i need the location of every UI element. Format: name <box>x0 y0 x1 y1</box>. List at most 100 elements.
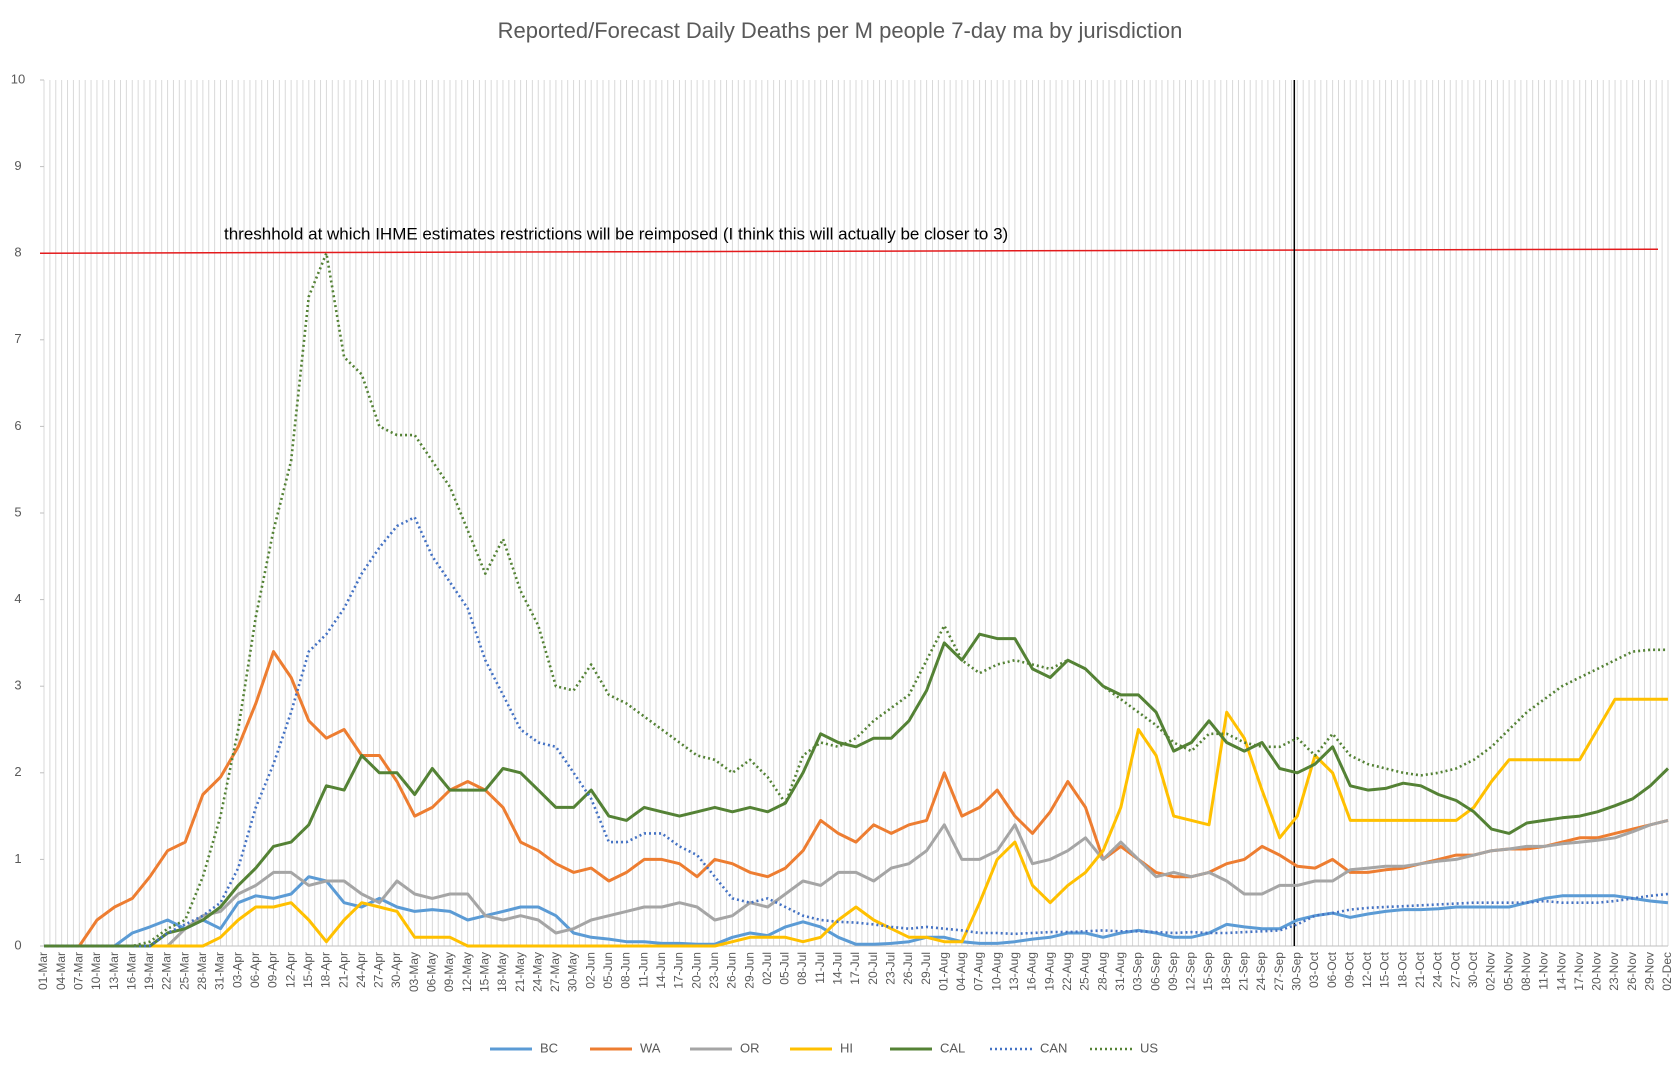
x-tick-label: 13-Mar <box>107 952 121 990</box>
series-line <box>44 251 1668 948</box>
x-tick-label: 10-Aug <box>989 952 1003 991</box>
x-tick-label: 02-Nov <box>1484 952 1498 991</box>
x-tick-label: 27-Oct <box>1448 951 1462 988</box>
x-tick-label: 14-Nov <box>1554 952 1568 991</box>
x-tick-label: 29-Nov <box>1643 952 1657 991</box>
x-tick-label: 20-Nov <box>1590 952 1604 991</box>
x-tick-label: 09-May <box>442 952 456 992</box>
legend-item: US <box>1090 1040 1158 1055</box>
x-tick-label: 30-May <box>566 952 580 992</box>
series-line <box>44 818 1669 948</box>
x-tick-label: 03-Apr <box>230 952 244 988</box>
x-tick-label: 28-Mar <box>195 952 209 990</box>
x-tick-label: 27-Sep <box>1272 952 1286 991</box>
x-tick-label: 20-Jul <box>866 952 880 985</box>
legend-label: WA <box>640 1040 661 1055</box>
x-tick-label: 29-Jul <box>919 952 933 985</box>
series-line <box>44 632 1670 948</box>
x-tick-label: 27-Apr <box>372 952 386 988</box>
x-tick-label: 23-Jul <box>883 952 897 985</box>
x-tick-label: 18-May <box>495 952 509 992</box>
legend-label: HI <box>840 1040 853 1055</box>
y-tick-label: 1 <box>14 851 21 866</box>
x-tick-label: 26-Nov <box>1625 952 1639 991</box>
x-tick-label: 18-Apr <box>319 952 333 988</box>
x-tick-label: 03-May <box>407 952 421 992</box>
x-tick-label: 05-Jul <box>778 952 792 985</box>
x-tick-label: 17-Nov <box>1572 952 1586 991</box>
x-tick-label: 31-Aug <box>1113 952 1127 991</box>
x-tick-label: 08-Jun <box>619 952 633 989</box>
x-tick-label: 15-Sep <box>1201 952 1215 991</box>
x-tick-label: 09-Oct <box>1342 951 1356 988</box>
x-tick-label: 12-Sep <box>1184 952 1198 991</box>
legend-label: OR <box>740 1040 760 1055</box>
x-tick-label: 07-Mar <box>71 952 85 990</box>
legend-item: HI <box>790 1040 853 1055</box>
x-tick-label: 18-Sep <box>1219 952 1233 991</box>
x-tick-label: 02-Dec <box>1660 952 1674 991</box>
x-tick-label: 16-Mar <box>124 952 138 990</box>
legend-label: CAL <box>940 1040 965 1055</box>
x-tick-label: 12-Apr <box>283 952 297 988</box>
x-tick-label: 06-May <box>425 952 439 992</box>
y-tick-label: 3 <box>14 678 21 693</box>
x-tick-label: 06-Oct <box>1325 951 1339 988</box>
y-tick-label: 9 <box>14 158 21 173</box>
x-tick-label: 11-Nov <box>1537 952 1551 990</box>
y-tick-label: 5 <box>14 504 21 519</box>
x-tick-label: 09-Apr <box>266 952 280 988</box>
y-tick-label: 4 <box>14 591 21 606</box>
x-tick-label: 04-Mar <box>54 952 68 990</box>
x-tick-label: 26-Jun <box>725 952 739 989</box>
x-tick-label: 09-Sep <box>1166 952 1180 991</box>
x-tick-label: 02-Jun <box>583 952 597 989</box>
x-tick-label: 14-Jul <box>831 952 845 985</box>
x-tick-label: 21-Oct <box>1413 951 1427 988</box>
reference-line <box>39 248 1659 254</box>
x-tick-label: 24-Oct <box>1431 951 1445 988</box>
y-tick-label: 7 <box>14 331 21 346</box>
x-tick-label: 19-Mar <box>142 952 156 990</box>
x-tick-label: 06-Sep <box>1148 952 1162 991</box>
x-tick-label: 07-Aug <box>972 952 986 991</box>
x-tick-label: 24-Sep <box>1254 952 1268 991</box>
x-tick-label: 12-May <box>460 952 474 992</box>
x-tick-label: 17-Jun <box>672 952 686 989</box>
x-tick-label: 18-Oct <box>1395 951 1409 988</box>
legend-item: BC <box>490 1040 558 1055</box>
series-line <box>44 875 1669 948</box>
series-line <box>44 697 1668 948</box>
x-tick-label: 30-Sep <box>1289 952 1303 991</box>
x-tick-label: 03-Oct <box>1307 951 1321 988</box>
x-tick-label: 21-Sep <box>1237 952 1251 991</box>
legend-item: WA <box>590 1040 661 1055</box>
x-tick-label: 15-Oct <box>1378 951 1392 988</box>
x-tick-label: 12-Oct <box>1360 951 1374 988</box>
legend-item: CAN <box>990 1040 1067 1055</box>
x-tick-label: 24-May <box>530 952 544 992</box>
x-tick-label: 25-Aug <box>1078 952 1092 991</box>
y-tick-label: 8 <box>14 245 21 260</box>
x-tick-label: 29-Jun <box>742 952 756 989</box>
x-tick-label: 28-Aug <box>1095 952 1109 991</box>
series-line <box>44 650 1669 948</box>
y-tick-label: 6 <box>14 418 21 433</box>
y-tick-label: 2 <box>14 764 21 779</box>
legend-label: US <box>1140 1040 1158 1055</box>
x-tick-label: 21-May <box>513 952 527 992</box>
x-tick-label: 31-Mar <box>213 952 227 990</box>
x-tick-label: 11-Jul <box>813 952 827 984</box>
x-tick-label: 10-Mar <box>89 952 103 990</box>
x-tick-label: 27-May <box>548 952 562 992</box>
x-tick-label: 11-Jun <box>636 952 650 988</box>
x-tick-label: 16-Aug <box>1025 952 1039 991</box>
x-tick-label: 21-Apr <box>336 952 350 988</box>
x-tick-label: 22-Aug <box>1060 952 1074 991</box>
legend-item: OR <box>690 1040 760 1055</box>
y-tick-label: 10 <box>11 71 25 86</box>
x-tick-label: 05-Nov <box>1501 952 1515 991</box>
series-line <box>44 516 1669 948</box>
x-tick-label: 23-Nov <box>1607 952 1621 991</box>
